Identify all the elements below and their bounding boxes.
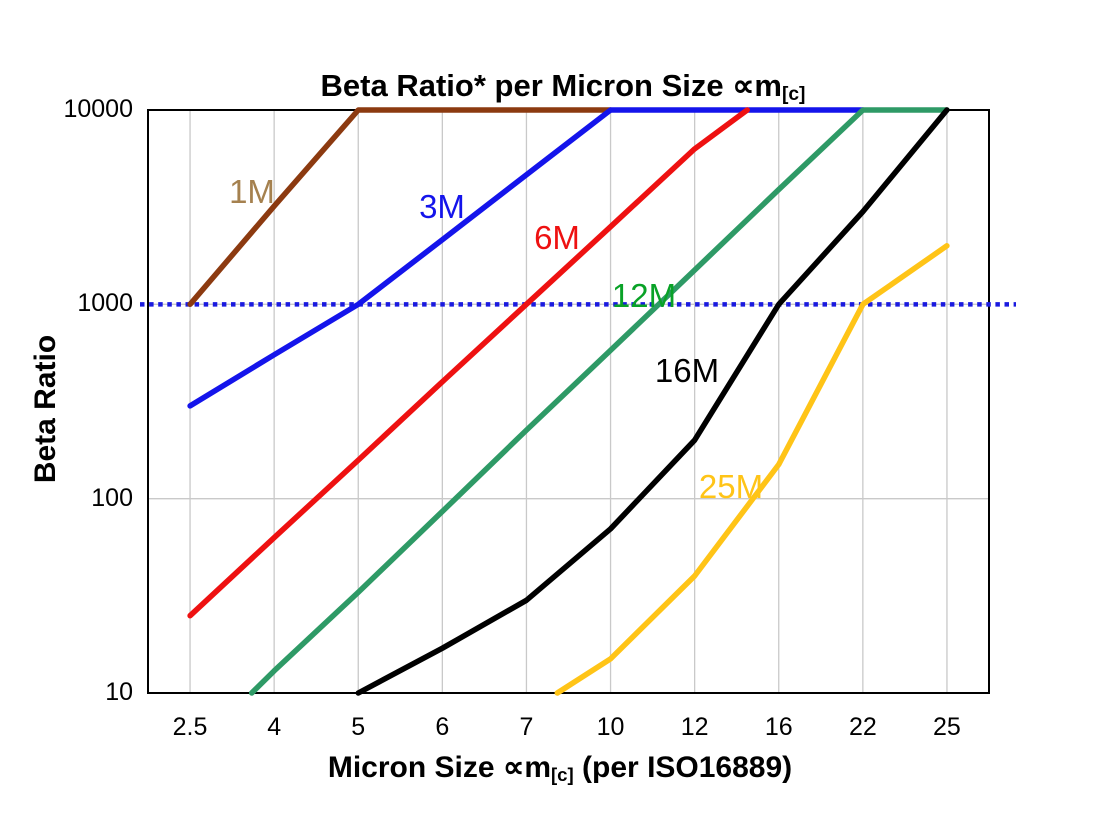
x-axis-proportional-symbol: ∝m <box>502 751 551 784</box>
x-tick-label: 7 <box>519 713 534 741</box>
x-tick-label: 10 <box>596 713 625 741</box>
x-axis-title-text: Micron Size <box>327 751 503 784</box>
x-axis-title-subscript: [c] <box>550 764 574 786</box>
x-tick-label: 22 <box>848 713 877 741</box>
series-line-12m <box>248 107 950 696</box>
x-tick-label: 4 <box>267 713 282 741</box>
series-label-1m: 1M <box>229 173 275 210</box>
y-tick-label: 100 <box>91 483 133 512</box>
y-tick-label: 10000 <box>63 95 133 123</box>
y-tick-label: 1000 <box>77 289 133 318</box>
y-tick-label: 10 <box>105 678 133 706</box>
x-tick-label: 25 <box>933 713 961 741</box>
series-label-25m: 25M <box>698 468 764 505</box>
series-line-25m <box>554 243 950 696</box>
x-tick-label: 16 <box>764 713 793 741</box>
series-line-1m <box>187 107 614 308</box>
series-line-16m <box>355 107 950 696</box>
series-label-3m: 3M <box>419 188 465 225</box>
y-axis-title: Beta Ratio <box>29 334 62 484</box>
series-label-16m: 16M <box>654 352 720 389</box>
series-line-3m <box>187 107 866 409</box>
x-axis-title: Micron Size ∝m[c] (per ISO16889) <box>328 750 792 785</box>
chart-title: Beta Ratio* per Micron Size ∝m[c] <box>320 68 806 106</box>
series-label-6m: 6M <box>534 219 580 256</box>
proportional-symbol: ∝m <box>732 68 782 103</box>
chart-title-subscript: [c] <box>781 84 806 106</box>
x-tick-label: 5 <box>351 713 366 741</box>
x-tick-label: 6 <box>435 713 450 741</box>
x-tick-label: 12 <box>680 713 709 741</box>
series-line-6m <box>187 107 750 619</box>
chart-title-text: Beta Ratio* per Micron Size <box>320 68 733 103</box>
x-tick-label: 2.5 <box>172 713 208 741</box>
series-label-12m: 12M <box>611 277 677 314</box>
x-axis-title-suffix: (per ISO16889) <box>573 751 793 784</box>
